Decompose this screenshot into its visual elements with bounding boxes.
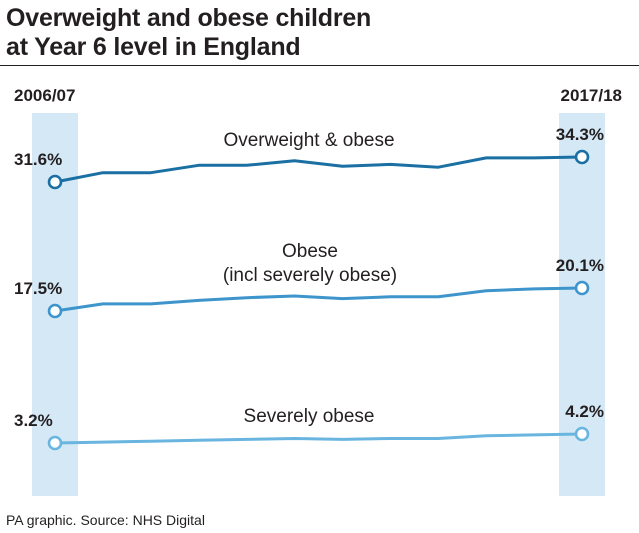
series-2-name-line-2: (incl severely obese) — [223, 265, 397, 286]
series-2-start-marker — [47, 303, 63, 319]
chart-title-line-2: at Year 6 level in England — [6, 33, 301, 61]
chart-title-line-1: Overweight and obese children — [6, 4, 372, 32]
series-line-3 — [53, 432, 584, 445]
series-3-name: Severely obese — [244, 406, 375, 427]
series-2-end-value: 20.1% — [556, 256, 604, 275]
end-period-label: 2017/18 — [561, 86, 622, 105]
series-2-end-marker — [574, 280, 590, 296]
title-divider — [0, 65, 639, 66]
series-3-end-value: 4.2% — [565, 402, 604, 421]
start-period-label: 2006/07 — [14, 86, 75, 105]
series-2-start-value: 17.5% — [14, 279, 62, 298]
series-1-end-value: 34.3% — [556, 125, 604, 144]
series-1-start-marker — [47, 174, 63, 190]
source-note: PA graphic. Source: NHS Digital — [6, 512, 205, 528]
series-3-start-value: 3.2% — [14, 411, 53, 430]
series-line-2 — [53, 286, 584, 313]
series-1-end-marker — [574, 149, 590, 165]
series-3-end-marker — [574, 426, 590, 442]
series-1-start-value: 31.6% — [14, 150, 62, 169]
series-line-1 — [53, 155, 584, 184]
series-2-name-line-1: Obese — [282, 241, 338, 262]
series-1-name: Overweight & obese — [223, 130, 394, 151]
chart-title: Overweight and obese children at Year 6 … — [6, 4, 626, 62]
series-3-start-marker — [47, 435, 63, 451]
